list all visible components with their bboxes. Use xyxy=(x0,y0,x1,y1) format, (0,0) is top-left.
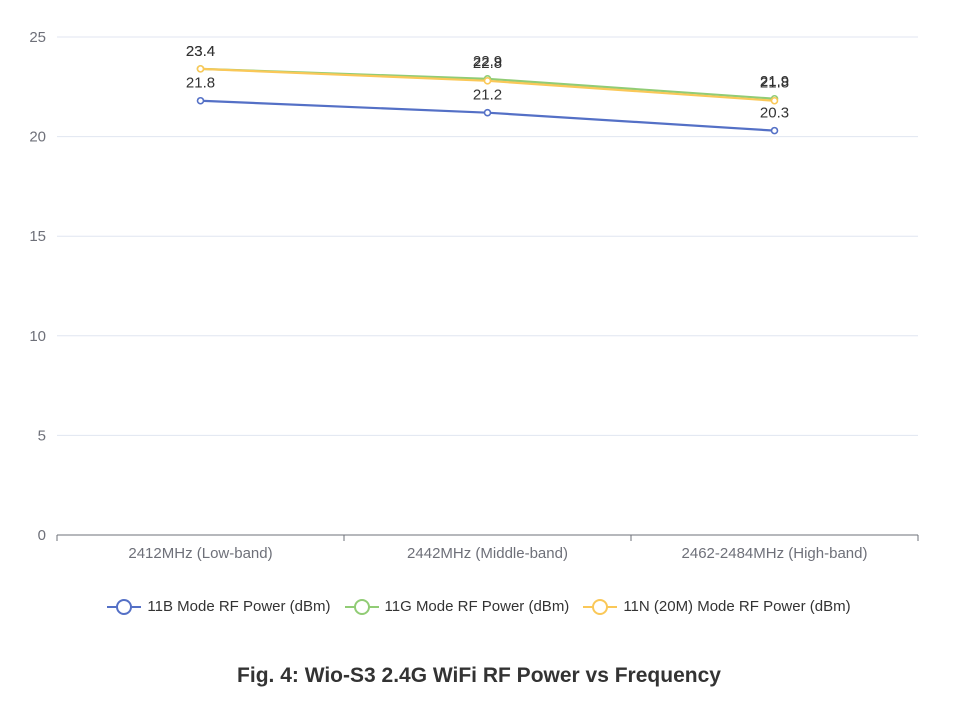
y-tick-label: 10 xyxy=(29,328,46,345)
data-label: 21.8 xyxy=(186,75,215,92)
y-tick-label: 15 xyxy=(29,228,46,245)
data-label: 22.9 xyxy=(473,53,502,70)
data-label: 23.4 xyxy=(186,43,215,60)
data-label: 21.8 xyxy=(760,75,789,92)
y-axis: 0 5 10 15 20 25 xyxy=(29,29,46,544)
x-tick-label: 2462-2484MHz (High-band) xyxy=(682,545,868,562)
data-point xyxy=(483,77,492,85)
data-point xyxy=(196,96,205,105)
y-tick-label: 0 xyxy=(38,527,46,544)
y-tick-label: 20 xyxy=(29,129,46,146)
data-point xyxy=(770,126,779,135)
legend-swatch-icon xyxy=(583,598,618,615)
data-labels: 21.821.220.323.422.921.923.422.821.8 xyxy=(186,43,789,122)
legend-item[interactable]: 11N (20M) Mode RF Power (dBm) xyxy=(583,598,851,615)
legend-label: 11G Mode RF Power (dBm) xyxy=(384,598,570,615)
legend-label: 11N (20M) Mode RF Power (dBm) xyxy=(623,598,851,615)
data-point xyxy=(770,96,779,105)
gridlines xyxy=(57,36,918,436)
x-tick-label: 2412MHz (Low-band) xyxy=(128,545,272,562)
legend-swatch-icon xyxy=(344,598,379,615)
legend-item[interactable]: 11B Mode RF Power (dBm) xyxy=(107,598,331,615)
data-label: 20.3 xyxy=(760,105,789,122)
data-label: 21.9 xyxy=(760,73,789,90)
series-lines xyxy=(196,65,779,135)
x-tick-label: 2442MHz (Middle-band) xyxy=(407,545,568,562)
x-axis: 2412MHz (Low-band) 2442MHz (Middle-band) 2… xyxy=(56,534,919,562)
data-point xyxy=(483,108,492,117)
legend-swatch-icon xyxy=(107,598,142,615)
data-label: 21.2 xyxy=(473,87,502,104)
data-point xyxy=(196,65,205,73)
legend-label: 11B Mode RF Power (dBm) xyxy=(147,598,331,615)
legend: 11B Mode RF Power (dBm) 11G Mode RF Power… xyxy=(0,598,958,615)
data-label: 22.8 xyxy=(473,55,502,72)
y-tick-label: 25 xyxy=(29,29,46,46)
legend-item[interactable]: 11G Mode RF Power (dBm) xyxy=(344,598,570,615)
data-label: 23.4 xyxy=(186,43,215,60)
y-tick-label: 5 xyxy=(38,427,46,444)
chart-title: Fig. 4: Wio-S3 2.4G WiFi RF Power vs Fre… xyxy=(237,664,721,687)
line-chart: 0 5 10 15 20 25 2412MHz (Low-band) 2442MHz (Mi… xyxy=(29,29,919,562)
